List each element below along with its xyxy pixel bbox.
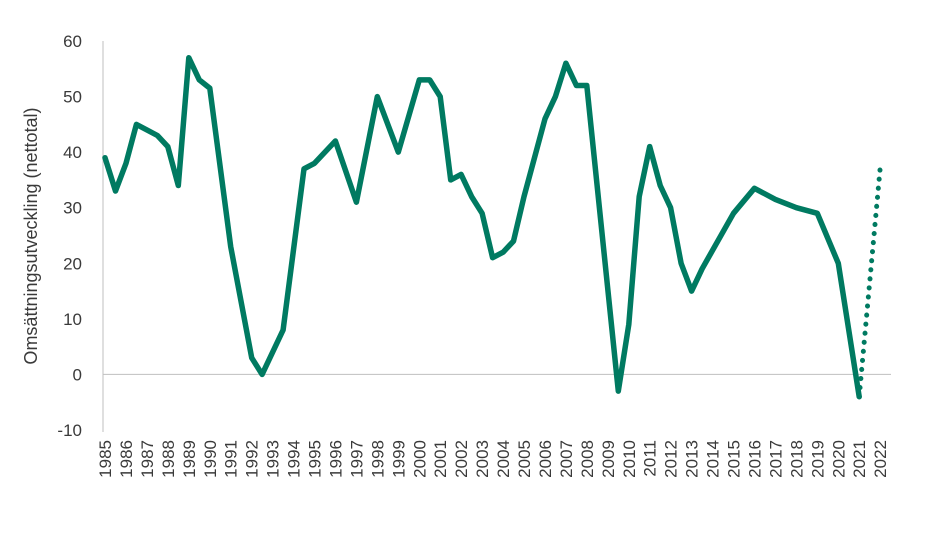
y-tick-label: 40 xyxy=(63,143,82,162)
x-tick-label: 1992 xyxy=(243,440,262,478)
x-tick-label: 1988 xyxy=(159,440,178,478)
x-tick-label: 2011 xyxy=(641,440,660,477)
x-tick-label: 1985 xyxy=(96,440,115,478)
y-tick-label: 0 xyxy=(73,365,82,384)
x-tick-label: 2007 xyxy=(557,440,576,478)
x-tick-label: 2019 xyxy=(808,440,827,478)
x-tick-label: 1994 xyxy=(285,440,304,478)
x-tick-label: 2002 xyxy=(452,440,471,478)
x-tick-label: 2016 xyxy=(745,440,764,478)
x-tick-label: 2004 xyxy=(494,440,513,478)
x-tick-label: 2005 xyxy=(515,440,534,478)
x-tick-label: 2009 xyxy=(599,440,618,478)
y-tick-label: 30 xyxy=(63,199,82,218)
x-tick-label: 1991 xyxy=(222,440,241,478)
x-tick-label: 2018 xyxy=(787,440,806,478)
y-tick-label: 60 xyxy=(63,32,82,51)
x-tick-label: 1990 xyxy=(201,440,220,478)
series-line xyxy=(102,54,862,400)
x-tick-label: 1986 xyxy=(117,440,136,478)
x-tick-label: 1997 xyxy=(347,440,366,478)
x-tick-labels: 1985 1986 1987 1988 1989 1990 1991 1992 1993 1994… xyxy=(96,440,890,478)
x-tick-label: 2010 xyxy=(620,440,639,478)
y-axis-label: Omsättningsutveckling (nettotal) xyxy=(21,107,41,364)
x-tick-label: 2017 xyxy=(766,440,785,478)
x-tick-label: 1998 xyxy=(368,440,387,478)
x-tick-label: 1995 xyxy=(306,440,325,478)
chart-axes xyxy=(102,41,891,432)
x-tick-label: 2000 xyxy=(410,440,429,478)
x-tick-label: 2006 xyxy=(536,440,555,478)
x-tick-label: 2020 xyxy=(829,440,848,478)
x-tick-label: 2021 xyxy=(850,440,869,478)
y-tick-labels: -10 0 10 20 30 40 50 60 xyxy=(57,32,82,440)
x-tick-label: 2014 xyxy=(704,440,723,478)
y-tick-label: 10 xyxy=(63,310,82,329)
x-tick-label: 1993 xyxy=(264,440,283,478)
series-lines xyxy=(102,54,883,400)
y-tick-label: 20 xyxy=(63,254,82,273)
x-tick-label: 2008 xyxy=(578,440,597,478)
x-tick-label: 2003 xyxy=(473,440,492,478)
x-tick-label: 1996 xyxy=(326,440,345,478)
x-tick-label: 1989 xyxy=(180,440,199,478)
x-tick-label: 1987 xyxy=(138,440,157,478)
x-tick-label: 2015 xyxy=(725,440,744,478)
y-tick-label: 50 xyxy=(63,88,82,107)
x-tick-label: 2022 xyxy=(871,440,890,478)
x-tick-label: 2012 xyxy=(662,440,681,478)
x-tick-label: 2001 xyxy=(431,440,450,478)
x-tick-label: 1999 xyxy=(389,440,408,478)
forecast-line-dotted xyxy=(856,166,883,400)
y-tick-label: -10 xyxy=(57,421,82,440)
x-tick-label: 2013 xyxy=(683,440,702,478)
